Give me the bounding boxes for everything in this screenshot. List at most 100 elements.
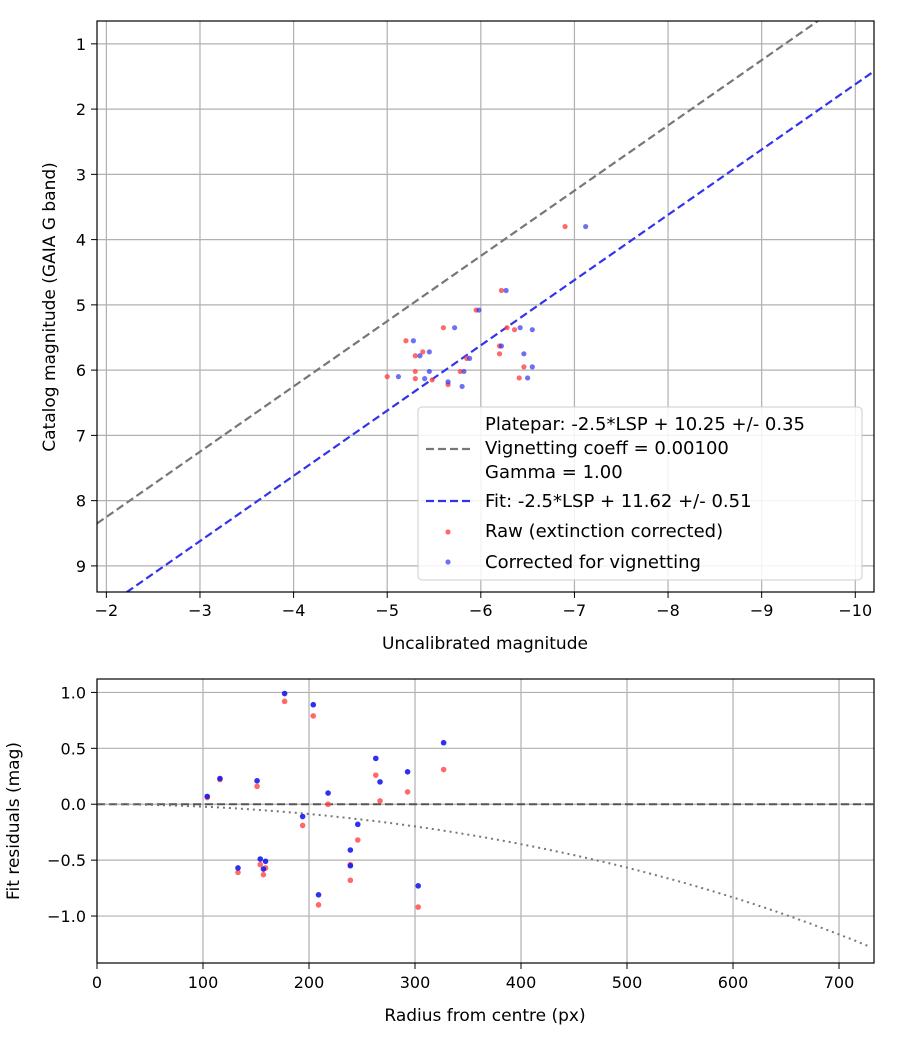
- top-y-tick-label: 1: [76, 35, 86, 54]
- bottom-plot-frame: [96, 678, 875, 964]
- top-corrected-point: [452, 325, 458, 331]
- residuals-vs-radius-chart: 0 100 200 300 400 500 600 700 1.0 0.5 0.0 −0.5 −1.0…: [4, 678, 875, 1026]
- bottom-points: [204, 690, 447, 910]
- top-raw-point: [384, 374, 390, 380]
- bottom-corrected-point: [377, 779, 383, 785]
- legend-corrected-marker: [445, 559, 451, 565]
- bottom-corrected-point: [254, 777, 260, 784]
- top-line-platepar: [97, 21, 820, 525]
- bottom-raw-point: [254, 783, 260, 790]
- legend-fit-text: Fit: -2.5*LSP + 11.62 +/- 0.51: [485, 491, 752, 512]
- legend-platepar-text-2: Vignetting coeff = 0.00100: [485, 438, 729, 459]
- bottom-corrected-point: [440, 739, 447, 746]
- bottom-raw-point: [325, 801, 331, 808]
- bottom-corrected-point: [310, 701, 317, 708]
- top-corrected-point: [521, 351, 527, 357]
- bottom-raw-point: [260, 871, 267, 878]
- top-x-tick-label: −5: [375, 601, 399, 620]
- top-x-tick-label: −2: [95, 601, 119, 620]
- top-x-tick-label: −3: [188, 601, 212, 620]
- bottom-y-tick-label: −1.0: [47, 907, 86, 926]
- top-raw-point: [429, 377, 435, 383]
- top-raw-point: [412, 368, 418, 375]
- bottom-x-ticks: 0 100 200 300 400 500 600 700: [92, 963, 854, 992]
- top-x-tick-label: −7: [563, 601, 587, 620]
- bottom-raw-point: [310, 713, 317, 719]
- catalog-vs-uncalibrated-chart: −2 −3 −4 −5 −6 −7 −8 −9 −10 1 2 3 4 5 6 7 8 9 Uncalibrat…: [40, 20, 875, 654]
- top-y-tick-label: 6: [76, 361, 86, 380]
- top-corrected-point: [445, 379, 451, 385]
- top-y-tick-label: 7: [76, 426, 86, 445]
- top-x-axis-label: Uncalibrated magnitude: [382, 634, 588, 654]
- top-y-tick-label: 8: [76, 492, 86, 511]
- bottom-corrected-point: [354, 821, 361, 828]
- top-raw-point: [403, 338, 409, 344]
- top-raw-point: [496, 351, 503, 357]
- bottom-corrected-point: [204, 793, 211, 800]
- top-raw-point: [521, 364, 527, 370]
- top-plot-frame: [96, 20, 875, 593]
- top-points: [384, 223, 589, 390]
- top-fit-lines: [97, 21, 874, 592]
- top-corrected-point: [517, 325, 523, 331]
- top-raw-point: [412, 376, 418, 382]
- bottom-corrected-point: [281, 690, 288, 697]
- bottom-x-tick-label: 100: [188, 973, 219, 992]
- bottom-corrected-point: [372, 755, 379, 762]
- bottom-y-tick-label: 0.0: [61, 795, 86, 814]
- bottom-y-tick-label: −0.5: [47, 851, 86, 870]
- top-corrected-point: [503, 287, 509, 294]
- bottom-raw-point: [377, 798, 383, 804]
- bottom-plot-area: [97, 679, 874, 963]
- top-raw-point: [498, 287, 505, 294]
- top-corrected-point: [498, 343, 505, 349]
- bottom-corrected-point: [235, 865, 241, 871]
- bottom-raw-point: [354, 837, 361, 843]
- bottom-corrected-point: [262, 858, 269, 865]
- bottom-corrected-point: [260, 866, 267, 872]
- top-x-tick-label: −9: [750, 601, 774, 620]
- legend-raw-marker: [445, 529, 451, 535]
- bottom-x-tick-label: 700: [824, 973, 855, 992]
- top-y-tick-label: 2: [76, 100, 86, 119]
- top-raw-point: [511, 327, 518, 333]
- bottom-corrected-point: [299, 813, 306, 820]
- top-corrected-point: [395, 374, 402, 380]
- top-y-tick-label: 5: [76, 296, 86, 315]
- top-y-axis-label: Catalog magnitude (GAIA G band): [40, 162, 60, 452]
- bottom-y-axis-label: Fit residuals (mag): [4, 742, 24, 900]
- top-y-tick-label: 3: [76, 165, 86, 184]
- legend-corrected-text: Corrected for vignetting: [485, 552, 701, 573]
- top-raw-point: [504, 325, 510, 331]
- bottom-raw-point: [281, 698, 288, 705]
- bottom-x-axis-label: Radius from centre (px): [384, 1006, 585, 1026]
- top-raw-point: [516, 375, 522, 381]
- bottom-corrected-point: [257, 856, 264, 862]
- bottom-x-tick-label: 600: [718, 973, 749, 992]
- top-corrected-point: [459, 383, 465, 390]
- bottom-raw-point: [315, 902, 322, 908]
- top-corrected-point: [426, 349, 432, 355]
- top-corrected-point: [525, 375, 531, 381]
- top-corrected-point: [410, 338, 417, 344]
- bottom-corrected-point: [217, 775, 223, 782]
- bottom-vignetting-curve: [97, 803, 872, 949]
- bottom-x-tick-label: 400: [506, 973, 537, 992]
- bottom-reference-lines: [97, 803, 874, 949]
- bottom-y-tick-label: 1.0: [61, 683, 86, 702]
- bottom-raw-point: [372, 772, 379, 778]
- bottom-corrected-point: [347, 862, 354, 869]
- top-corrected-point: [476, 307, 482, 313]
- bottom-y-tick-label: 0.5: [61, 739, 86, 758]
- bottom-y-ticks: 1.0 0.5 0.0 −0.5 −1.0: [47, 683, 97, 926]
- top-line-fit: [125, 70, 874, 592]
- bottom-raw-point: [257, 861, 264, 868]
- bottom-corrected-point: [325, 790, 331, 796]
- top-corrected-point: [426, 368, 432, 375]
- top-corrected-point: [529, 364, 535, 370]
- top-x-ticks: −2 −3 −4 −5 −6 −7 −8 −9 −10: [95, 592, 872, 620]
- bottom-x-tick-label: 200: [294, 973, 325, 992]
- legend-box: [417, 406, 863, 581]
- bottom-raw-point: [235, 869, 241, 876]
